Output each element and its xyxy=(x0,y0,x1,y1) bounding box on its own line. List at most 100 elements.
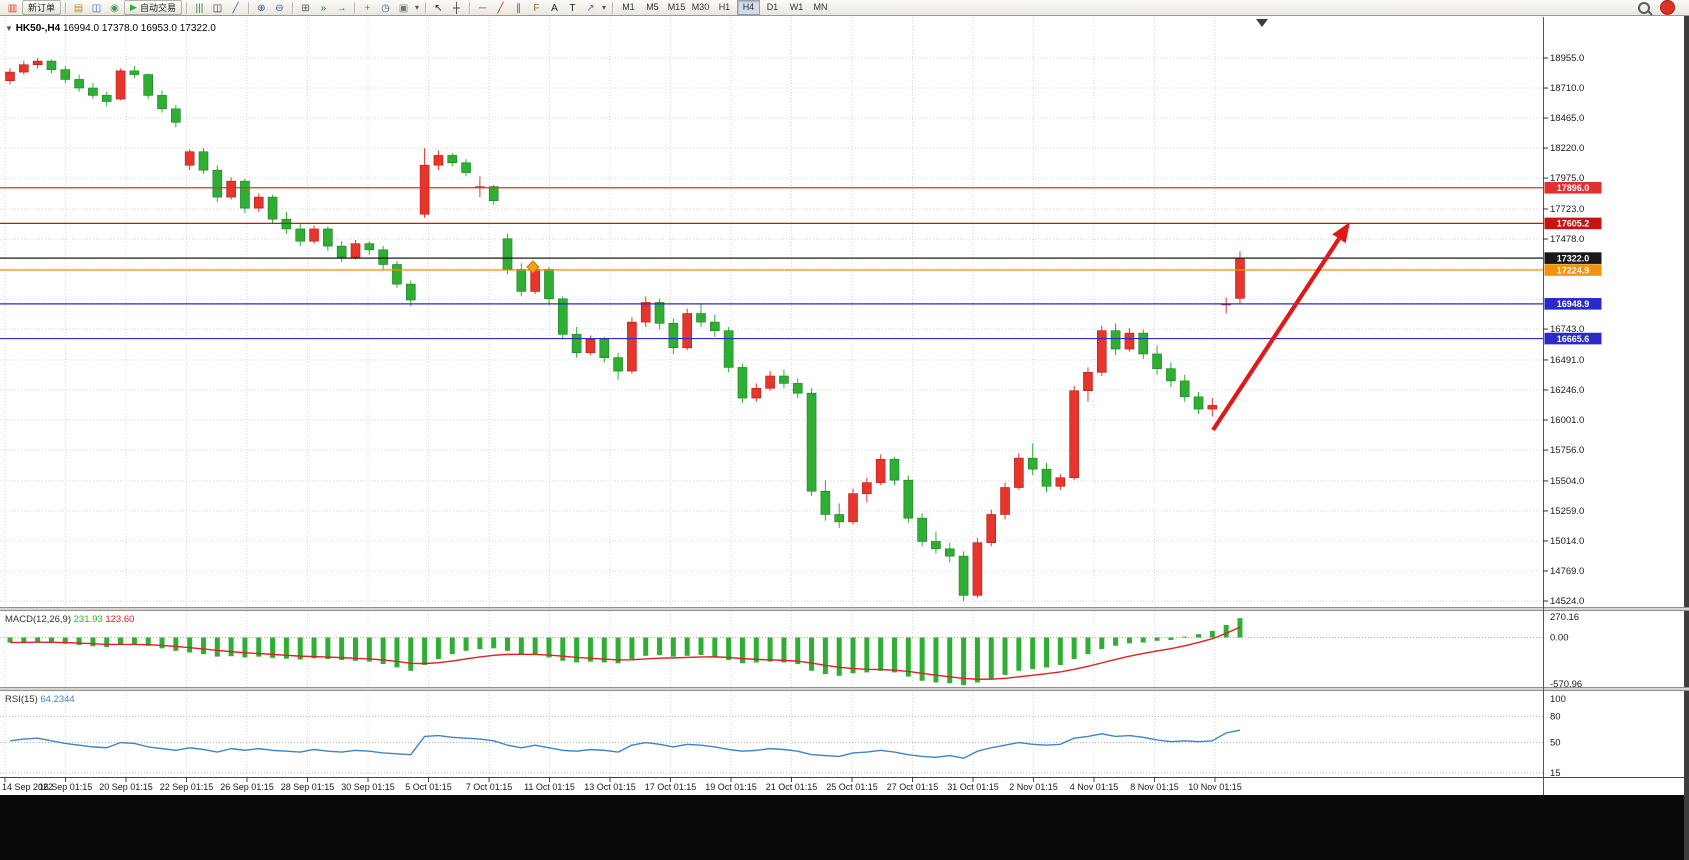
horizontal-line-icon[interactable]: ─ xyxy=(478,3,486,14)
hline-17896.0[interactable]: 17896.0 xyxy=(0,181,1602,194)
fibonacci-icon[interactable]: F xyxy=(533,3,540,14)
svg-text:14 Sep 2022: 14 Sep 2022 xyxy=(2,782,53,792)
bar-chart-icon[interactable]: ||| xyxy=(195,3,204,14)
new-order-button-label: 新订单 xyxy=(28,3,56,13)
timeframe-h1[interactable]: H1 xyxy=(718,2,731,12)
panel-separator[interactable] xyxy=(0,607,1689,611)
svg-text:17 Oct 01:15: 17 Oct 01:15 xyxy=(645,782,697,792)
hline-16665.6[interactable]: 16665.6 xyxy=(0,332,1602,345)
timeframe-d1[interactable]: D1 xyxy=(766,2,779,12)
arrows-caret-icon[interactable]: ▾ xyxy=(601,3,606,12)
timeframe-h4[interactable]: H4 xyxy=(736,0,760,15)
svg-text:14769.0: 14769.0 xyxy=(1550,566,1584,577)
timeframe-mn[interactable]: MN xyxy=(813,2,828,12)
line-chart-icon[interactable]: ╱ xyxy=(232,3,239,14)
trendline-icon[interactable]: ╱ xyxy=(497,3,504,14)
text-icon[interactable]: A xyxy=(551,3,558,14)
macd-scale: 270.16 0.00 -570.96 xyxy=(1550,612,1582,690)
svg-text:18710.0: 18710.0 xyxy=(1550,83,1584,94)
svg-text:25 Oct 01:15: 25 Oct 01:15 xyxy=(826,782,878,792)
svg-text:8 Nov 01:15: 8 Nov 01:15 xyxy=(1130,782,1179,792)
chart-shift-icon[interactable]: → xyxy=(336,3,347,14)
profiles-icon[interactable]: ▤ xyxy=(73,3,84,14)
svg-text:20 Sep 01:15: 20 Sep 01:15 xyxy=(99,782,153,792)
candlestick-series xyxy=(5,58,1245,601)
panel-separator[interactable] xyxy=(0,687,1689,691)
svg-text:16948.9: 16948.9 xyxy=(1557,299,1590,309)
search-icon[interactable] xyxy=(1638,1,1650,14)
candlestick-chart-icon[interactable]: ◫ xyxy=(212,3,223,14)
trend-arrow-annotation[interactable] xyxy=(1211,222,1350,432)
timeframe-m5[interactable]: M5 xyxy=(646,2,659,12)
timeframe-m1[interactable]: M1 xyxy=(622,2,635,12)
tile-windows-icon[interactable]: ⊞ xyxy=(301,3,310,14)
rsi-line xyxy=(9,729,1241,759)
price-axis: 18955.0 18710.0 18465.0 18220.0 17975.0 17723… xyxy=(1543,17,1584,795)
svg-text:18465.0: 18465.0 xyxy=(1550,113,1584,124)
channel-icon[interactable]: ∥ xyxy=(515,3,521,14)
bottom-black-strip xyxy=(0,795,1689,860)
svg-text:19 Oct 01:15: 19 Oct 01:15 xyxy=(705,782,757,792)
svg-text:17605.2: 17605.2 xyxy=(1557,219,1590,229)
svg-text:50: 50 xyxy=(1550,738,1561,749)
toolbar-separator xyxy=(611,1,613,14)
svg-text:22 Sep 01:15: 22 Sep 01:15 xyxy=(160,782,214,792)
svg-text:15504.0: 15504.0 xyxy=(1550,476,1584,487)
chart-shift-marker[interactable] xyxy=(1256,19,1268,27)
auto-scroll-icon[interactable]: » xyxy=(320,3,327,14)
autotrade-button-label: 自动交易 xyxy=(139,3,176,13)
market-watch-icon[interactable]: ◫ xyxy=(91,3,102,14)
macd-label: MACD(12,26,9) 231.93 123.60 xyxy=(5,614,134,625)
indicators-icon[interactable]: + xyxy=(364,3,371,14)
svg-text:15756.0: 15756.0 xyxy=(1550,445,1584,456)
svg-text:100: 100 xyxy=(1550,694,1566,705)
price-badge-16948.9 xyxy=(1544,298,1602,310)
svg-text:17478.0: 17478.0 xyxy=(1550,234,1584,245)
toolbar-separator xyxy=(247,1,249,14)
new-order-chart-icon[interactable]: ▥ xyxy=(7,3,18,14)
svg-text:7 Oct 01:15: 7 Oct 01:15 xyxy=(466,782,513,792)
timeframe-m30[interactable]: M30 xyxy=(691,2,710,12)
svg-text:17723.0: 17723.0 xyxy=(1550,204,1584,215)
diamond-marker[interactable] xyxy=(526,260,540,274)
toolbar-right-group xyxy=(1638,0,1685,15)
templates-caret-icon[interactable]: ▾ xyxy=(414,3,419,12)
svg-text:27 Oct 01:15: 27 Oct 01:15 xyxy=(887,782,939,792)
periods-icon[interactable]: ◷ xyxy=(381,3,390,14)
chart-canvas[interactable]: 17896.0 17605.2 17322.0 17224.9 16948.9 16665… xyxy=(0,16,1689,860)
hline-17224.9[interactable]: 17224.9 xyxy=(0,264,1602,276)
autotrade-button[interactable]: ▶ 自动交易 xyxy=(124,0,182,15)
arrows-icon[interactable]: ↗ xyxy=(586,3,595,14)
svg-text:17224.9: 17224.9 xyxy=(1557,265,1590,275)
svg-text:21 Oct 01:15: 21 Oct 01:15 xyxy=(766,782,818,792)
rsi-label: RSI(15) 64.2344 xyxy=(5,694,75,705)
new-order-button[interactable]: 新订单 xyxy=(22,0,62,15)
navigator-icon[interactable]: ◉ xyxy=(110,3,119,14)
crosshair-icon[interactable]: ┼ xyxy=(452,3,460,14)
grid xyxy=(0,17,1543,777)
window-right-edge xyxy=(1684,16,1689,860)
svg-text:10 Nov 01:15: 10 Nov 01:15 xyxy=(1188,782,1242,792)
zoom-in-icon[interactable]: ⊕ xyxy=(257,3,266,14)
svg-text:15014.0: 15014.0 xyxy=(1550,536,1584,547)
label-icon[interactable]: T xyxy=(569,3,576,14)
timeframe-m15[interactable]: M15 xyxy=(667,2,686,12)
hline-17605.2[interactable]: 17605.2 xyxy=(0,217,1602,230)
svg-text:30 Sep 01:15: 30 Sep 01:15 xyxy=(341,782,395,792)
macd-signal-line xyxy=(9,626,1241,680)
svg-text:16743.0: 16743.0 xyxy=(1550,324,1584,335)
notification-badge-icon[interactable] xyxy=(1660,0,1675,15)
svg-text:80: 80 xyxy=(1550,711,1561,722)
zoom-out-icon[interactable]: ⊖ xyxy=(275,3,284,14)
hline-17322.0[interactable]: 17322.0 xyxy=(0,252,1602,264)
templates-icon[interactable]: ▣ xyxy=(398,3,409,14)
toolbar-separator xyxy=(468,1,470,14)
timeframe-w1[interactable]: W1 xyxy=(789,2,804,12)
hline-16948.9[interactable]: 16948.9 xyxy=(0,298,1602,310)
svg-text:15259.0: 15259.0 xyxy=(1550,506,1584,517)
svg-text:14524.0: 14524.0 xyxy=(1550,596,1584,607)
cursor-icon[interactable]: ↖ xyxy=(434,3,443,14)
svg-text:2 Nov 01:15: 2 Nov 01:15 xyxy=(1009,782,1058,792)
